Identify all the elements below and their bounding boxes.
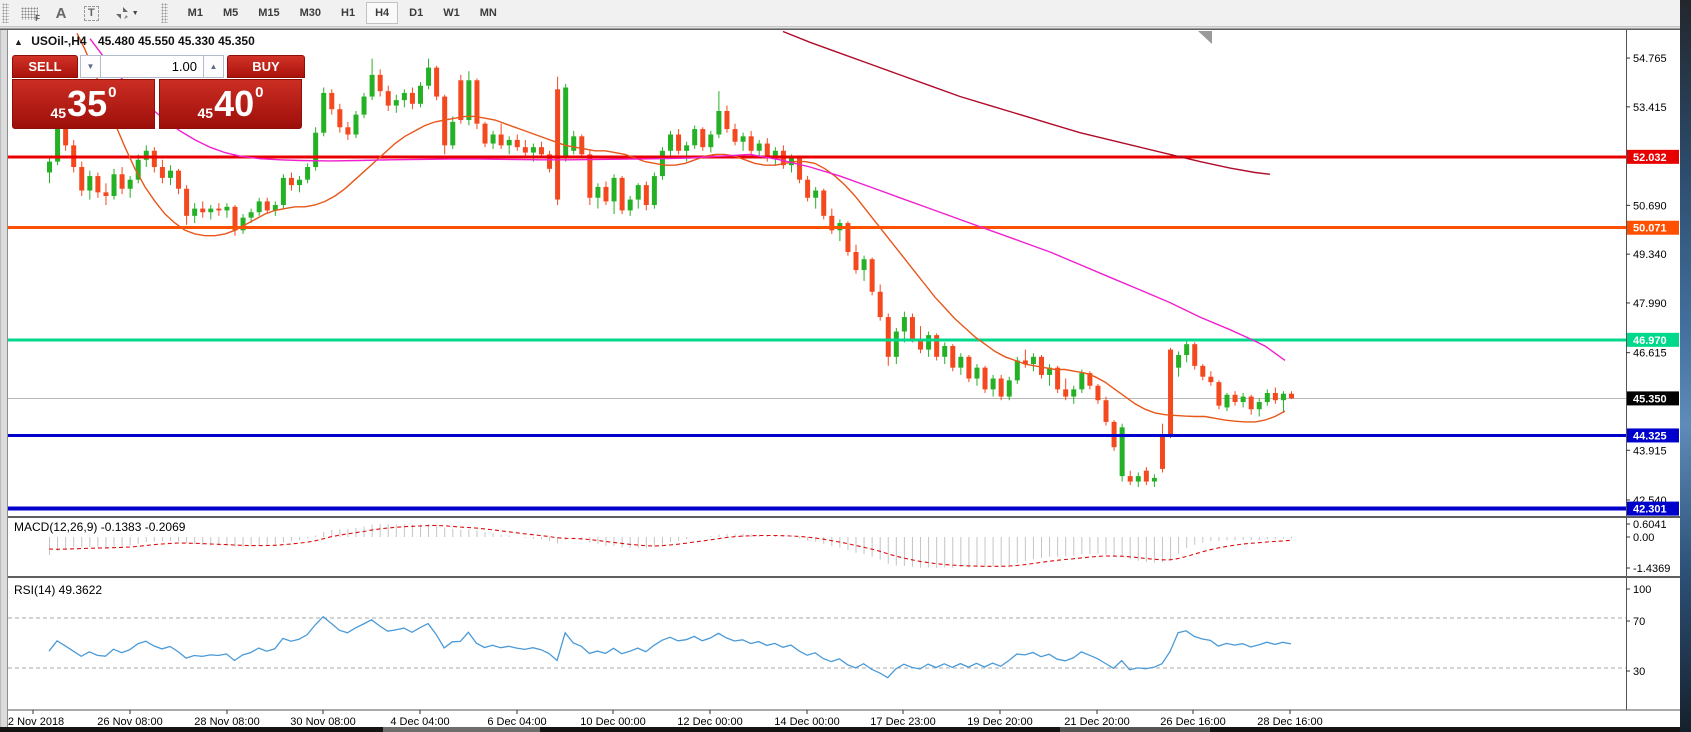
svg-text:52.032: 52.032 [1633, 152, 1667, 164]
chart-left-edge [0, 30, 8, 732]
rsi-label: RSI(14) 49.3622 [14, 583, 102, 597]
timeframe-mn[interactable]: MN [471, 2, 506, 24]
svg-text:100: 100 [1633, 584, 1651, 596]
main-pane [8, 30, 1626, 511]
window-right-frame [1680, 0, 1691, 732]
svg-text:50.690: 50.690 [1633, 200, 1667, 212]
timeframe-bar: M1 M5 M15 M30 H1 H4 D1 W1 MN [178, 0, 507, 27]
fibonacci-tool-button[interactable]: F [15, 1, 44, 25]
date-axis-label: 14 Dec 00:00 [774, 716, 839, 728]
svg-text:30: 30 [1633, 666, 1645, 678]
svg-text:-1.4369: -1.4369 [1633, 563, 1670, 575]
ma-fast-orange [76, 32, 1286, 423]
svg-text:43.915: 43.915 [1633, 445, 1667, 457]
timeframe-m5[interactable]: M5 [214, 2, 247, 24]
label-icon: T [84, 5, 99, 21]
chart-shift-marker [1198, 31, 1212, 44]
label-tool-button[interactable]: T [78, 1, 105, 25]
svg-text:53.415: 53.415 [1633, 102, 1667, 114]
date-axis-label: 12 Dec 00:00 [677, 716, 742, 728]
sell-button[interactable]: SELL [12, 55, 78, 78]
svg-text:46.615: 46.615 [1633, 348, 1667, 360]
svg-text:44.325: 44.325 [1633, 430, 1667, 442]
buy-price-button[interactable]: 45 40 0 [159, 79, 302, 129]
bid-ask-price-row: 45 35 0 45 40 0 [12, 79, 302, 129]
volume-input[interactable] [101, 55, 203, 78]
svg-text:54.765: 54.765 [1633, 53, 1667, 65]
timeframe-m15[interactable]: M15 [249, 2, 288, 24]
macd-pane [48, 523, 1293, 568]
macd-signal-line [48, 524, 1292, 567]
date-axis-label: 17 Dec 23:00 [870, 716, 935, 728]
buy-price-prefix: 45 [197, 105, 214, 121]
sell-price-prefix: 45 [50, 105, 67, 121]
svg-text:46.970: 46.970 [1633, 335, 1667, 347]
window-bottom-edge [0, 727, 1680, 732]
sell-price-button[interactable]: 45 35 0 [12, 79, 155, 129]
fibonacci-icon: F [21, 6, 40, 23]
chart-title-row: ▲ USOil-,H4 45.480 45.550 45.330 45.350 [14, 34, 255, 48]
volume-increase-button[interactable]: ▲ [203, 55, 224, 78]
collapse-panel-arrow-icon[interactable]: ▲ [14, 37, 23, 47]
buy-price-big: 40 [214, 83, 255, 124]
candles-layer [47, 58, 1295, 487]
chart-symbol-title: USOil-,H4 [31, 34, 87, 48]
svg-text:47.990: 47.990 [1633, 298, 1667, 310]
timeframe-m1[interactable]: M1 [179, 2, 212, 24]
timeframe-m30[interactable]: M30 [291, 2, 330, 24]
date-axis-label: 26 Dec 16:00 [1160, 716, 1225, 728]
date-axis-label: 4 Dec 04:00 [390, 716, 449, 728]
buy-button[interactable]: BUY [227, 55, 305, 78]
text-icon: A [55, 4, 67, 22]
macd-label: MACD(12,26,9) -0.1383 -0.2069 [14, 520, 186, 534]
date-axis-label: 26 Nov 08:00 [97, 716, 162, 728]
chevron-down-icon: ▼ [131, 9, 139, 17]
svg-text:50.071: 50.071 [1633, 223, 1667, 235]
date-axis-label: 22 Nov 2018 [2, 716, 64, 728]
date-axis-label: 28 Nov 08:00 [194, 716, 259, 728]
svg-text:0.6041: 0.6041 [1633, 519, 1667, 531]
arrows-tool-button[interactable]: ▼ [109, 1, 145, 25]
rsi-pane [8, 615, 1626, 679]
date-axis-label: 28 Dec 16:00 [1257, 716, 1322, 728]
svg-text:70: 70 [1633, 616, 1645, 628]
level-lines-layer [8, 155, 1626, 511]
date-axis-label: 6 Dec 04:00 [487, 716, 546, 728]
svg-text:0.00: 0.00 [1633, 532, 1654, 544]
timeframe-toolbar-grip[interactable] [160, 3, 168, 23]
svg-text:42.301: 42.301 [1633, 504, 1667, 516]
ma-slow-darkred [782, 30, 1271, 175]
toolbar-grip[interactable] [2, 3, 9, 23]
timeframe-h1[interactable]: H1 [332, 2, 364, 24]
sell-price-big: 35 [67, 83, 108, 124]
sell-price-sup: 0 [108, 84, 117, 101]
date-axis-label: 21 Dec 20:00 [1064, 716, 1129, 728]
svg-text:45.350: 45.350 [1633, 393, 1667, 405]
svg-text:49.340: 49.340 [1633, 249, 1667, 261]
timeframe-w1[interactable]: W1 [434, 2, 469, 24]
chart-ohlc-values: 45.480 45.550 45.330 45.350 [97, 34, 255, 48]
date-axis-label: 10 Dec 00:00 [580, 716, 645, 728]
date-axis-label: 19 Dec 20:00 [967, 716, 1032, 728]
moving-averages-layer [76, 30, 1286, 423]
chart-window-top-border [0, 27, 1680, 30]
ma-mid-magenta [89, 38, 1286, 361]
date-axis-label: 30 Nov 08:00 [290, 716, 355, 728]
timeframe-h4[interactable]: H4 [366, 2, 399, 24]
rsi-line [48, 615, 1292, 679]
arrows-icon [115, 6, 129, 20]
trade-controls-row: SELL ▼ ▲ BUY [12, 55, 305, 78]
toolbar: F A T ▼ M1 M5 M15 M30 H1 H4 D1 W1 MN [0, 0, 1680, 27]
volume-decrease-button[interactable]: ▼ [80, 55, 101, 78]
timeframe-d1[interactable]: D1 [400, 2, 432, 24]
text-tool-button[interactable]: A [48, 1, 74, 25]
buy-price-sup: 0 [255, 84, 264, 101]
